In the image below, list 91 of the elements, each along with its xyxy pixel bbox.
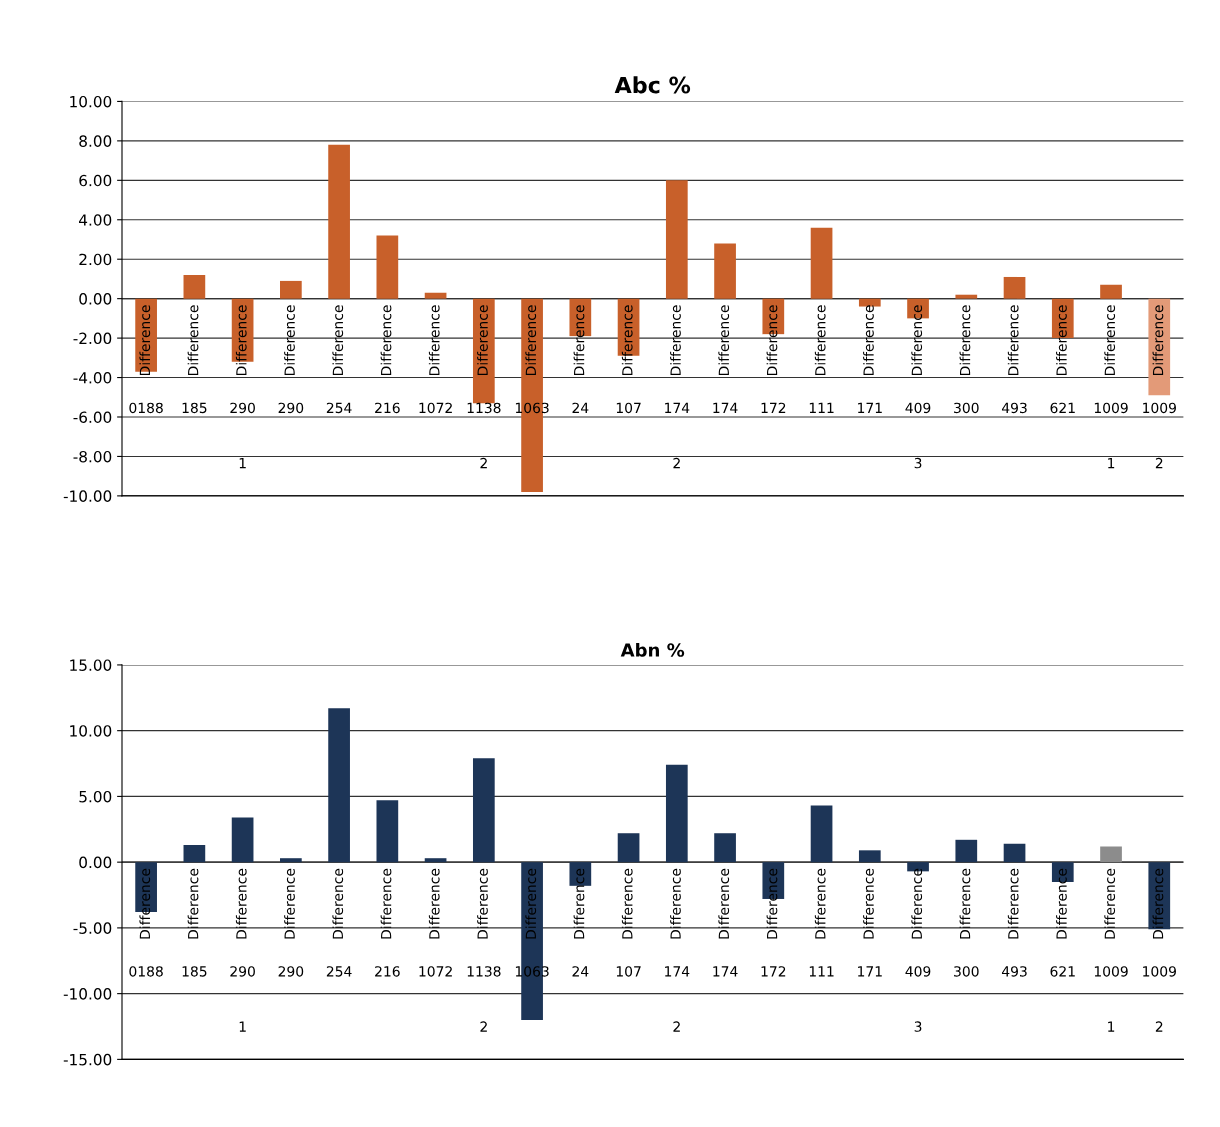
bar	[328, 144, 350, 299]
category-label: Difference 0188	[129, 305, 163, 414]
y-tick-label: 8.00	[79, 135, 112, 147]
category-label: Difference 1138 2	[467, 305, 501, 469]
bar	[472, 298, 495, 404]
y-tick-label: -5.00	[73, 922, 112, 934]
category-label: Difference 254	[326, 868, 352, 977]
y-tick-label: 0.00	[79, 856, 112, 869]
category-label: Difference 290	[278, 868, 304, 977]
bar	[1148, 298, 1171, 396]
bar	[424, 292, 447, 299]
bar	[183, 274, 206, 299]
category-label: Difference 1072	[419, 305, 452, 414]
chart-title: Abn %	[620, 642, 685, 657]
category-label: Difference 24	[572, 868, 589, 977]
category-label: Difference 621	[1050, 305, 1075, 414]
category-label: Difference 493	[1001, 305, 1027, 414]
category-label: Difference 1072	[419, 868, 452, 977]
category-label: Difference 300	[954, 305, 979, 414]
bar	[1100, 284, 1122, 299]
bar	[280, 280, 302, 299]
y-tick-label: -8.00	[73, 450, 112, 463]
category-label: Difference 290 1	[230, 868, 255, 1032]
bar	[810, 227, 833, 299]
y-tick-label: -10.00	[63, 490, 112, 502]
y-tick-label: 4.00	[79, 214, 112, 226]
y-tick-label: 2.00	[79, 253, 112, 266]
category-label: Difference 1009 1	[1094, 868, 1128, 1032]
category-label: Difference 172	[761, 305, 786, 413]
bar	[858, 850, 881, 863]
bar	[665, 180, 688, 299]
bar	[714, 243, 736, 299]
y-tick-label: 0.00	[79, 293, 112, 305]
bar	[328, 708, 350, 863]
category-label: Difference 107	[616, 305, 641, 414]
category-label: Difference 621	[1050, 868, 1075, 977]
category-label: Difference 0188	[129, 868, 163, 977]
category-label: Difference 409 3	[905, 868, 931, 1032]
bar	[231, 817, 254, 863]
y-tick-label: -4.00	[73, 372, 112, 384]
bar	[810, 805, 833, 863]
category-label: Difference 185	[182, 305, 207, 414]
bar	[183, 845, 206, 863]
category-label: Difference 300	[954, 868, 979, 977]
category-label: Difference 174	[713, 305, 738, 413]
category-label: Difference 174	[713, 868, 738, 977]
category-label: Difference 493	[1001, 868, 1027, 977]
y-tick-label: -2.00	[73, 332, 112, 345]
category-label: Difference 174 2	[665, 305, 690, 469]
bar	[955, 294, 978, 299]
category-label: Difference 290	[278, 305, 304, 414]
bar	[1100, 846, 1122, 863]
y-tick-label: 15.00	[70, 659, 112, 671]
y-tick-label: -6.00	[73, 411, 112, 424]
bar	[376, 235, 399, 299]
bar	[1003, 843, 1026, 863]
bar	[1003, 276, 1026, 299]
bar	[858, 298, 881, 307]
bar	[424, 858, 447, 863]
bar	[617, 833, 640, 863]
category-label: Difference 111	[809, 868, 834, 977]
category-label: Difference 290 1	[230, 305, 255, 469]
bar	[376, 800, 399, 863]
category-label: Difference 254	[326, 305, 352, 414]
y-tick-label: 6.00	[79, 174, 112, 187]
y-tick-label: -15.00	[63, 1053, 112, 1066]
category-label: Difference 1009 2	[1143, 868, 1176, 1032]
category-label: Difference 216	[375, 868, 400, 977]
category-label: Difference 24	[572, 305, 589, 413]
category-label: Difference 174 2	[665, 868, 690, 1032]
bar	[472, 758, 495, 863]
y-tick-label: 10.00	[70, 95, 112, 108]
category-label: Difference 409 3	[905, 305, 931, 469]
category-label: Difference 172	[761, 868, 786, 977]
category-label: Difference 171	[858, 305, 882, 413]
y-tick-label: 5.00	[79, 790, 112, 803]
bar	[955, 839, 978, 863]
category-label: Difference 171	[858, 868, 882, 977]
category-label: Difference 1009 1	[1094, 305, 1128, 469]
bar	[714, 833, 736, 863]
chart-title: Abc %	[614, 76, 691, 94]
y-tick-label: -10.00	[63, 988, 112, 1000]
bar	[280, 858, 302, 863]
category-label: Difference 1138 2	[467, 868, 501, 1032]
category-label: Difference 216	[375, 305, 400, 414]
category-label: Difference 107	[616, 868, 641, 977]
y-tick-label: 10.00	[70, 725, 112, 737]
category-label: Difference 185	[182, 868, 207, 977]
bar	[665, 764, 688, 863]
category-label: Difference 111	[809, 305, 834, 413]
category-label: Difference 1009 2	[1143, 305, 1176, 469]
